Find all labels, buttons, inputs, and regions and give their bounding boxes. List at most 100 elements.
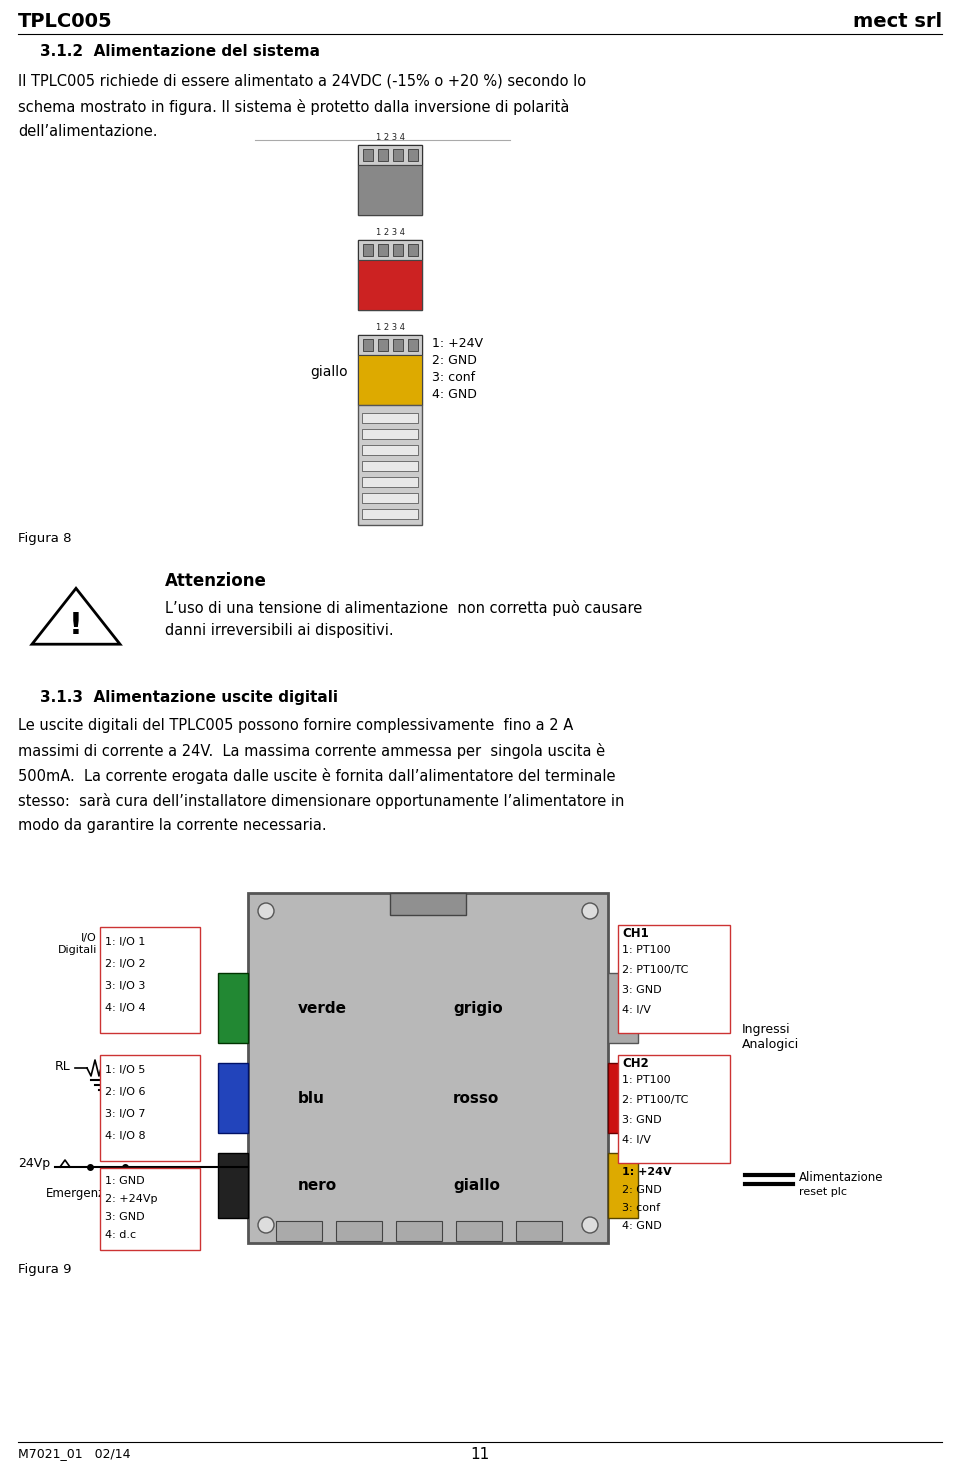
Bar: [362, 429, 418, 439]
Text: 1: I/O 1: 1: I/O 1: [105, 937, 145, 947]
Bar: [218, 1063, 248, 1134]
Bar: [218, 973, 248, 1043]
Text: massimi di corrente a 24V.  La massima corrente ammessa per  singola uscita è: massimi di corrente a 24V. La massima co…: [18, 743, 605, 760]
Bar: [408, 149, 418, 161]
Bar: [358, 355, 422, 405]
Text: rosso: rosso: [453, 1091, 499, 1106]
Bar: [358, 239, 422, 260]
Text: 3: GND: 3: GND: [622, 1114, 661, 1125]
Bar: [393, 338, 403, 350]
Text: 24Vp: 24Vp: [18, 1157, 50, 1171]
Bar: [362, 508, 418, 519]
Bar: [618, 1055, 730, 1163]
Bar: [378, 149, 388, 161]
Bar: [408, 244, 418, 256]
Text: Digitali: Digitali: [58, 944, 97, 955]
Bar: [378, 244, 388, 256]
Text: Ingressi: Ingressi: [742, 1023, 791, 1036]
Text: 2: GND: 2: GND: [622, 1185, 661, 1196]
Bar: [608, 1153, 638, 1218]
Text: modo da garantire la corrente necessaria.: modo da garantire la corrente necessaria…: [18, 817, 326, 834]
Bar: [358, 166, 422, 214]
Bar: [363, 244, 373, 256]
Text: 1 2 3 4: 1 2 3 4: [375, 133, 404, 142]
Bar: [358, 336, 422, 405]
Text: 4: GND: 4: GND: [622, 1221, 661, 1231]
Text: 1 2 3 4: 1 2 3 4: [375, 228, 404, 236]
Text: 1: I/O 5: 1: I/O 5: [105, 1066, 145, 1075]
Text: TPLC005: TPLC005: [18, 12, 112, 31]
Bar: [362, 412, 418, 423]
Text: 4: I/V: 4: I/V: [622, 1135, 651, 1145]
Bar: [363, 338, 373, 350]
Text: nero: nero: [298, 1178, 337, 1193]
Text: Figura 9: Figura 9: [18, 1264, 71, 1276]
Bar: [393, 149, 403, 161]
Bar: [358, 239, 422, 310]
Text: 3: I/O 7: 3: I/O 7: [105, 1108, 146, 1119]
Bar: [358, 260, 422, 310]
Text: blu: blu: [298, 1091, 324, 1106]
Text: verde: verde: [298, 1001, 347, 1015]
Bar: [276, 1221, 322, 1242]
Text: dell’alimentazione.: dell’alimentazione.: [18, 124, 157, 139]
Bar: [362, 445, 418, 455]
Text: !: !: [69, 612, 83, 640]
Text: 2: PT100/TC: 2: PT100/TC: [622, 1095, 688, 1106]
Text: mect srl: mect srl: [852, 12, 942, 31]
Text: 2: PT100/TC: 2: PT100/TC: [622, 965, 688, 975]
Bar: [390, 893, 466, 915]
Text: 2: I/O 2: 2: I/O 2: [105, 959, 146, 970]
Circle shape: [582, 1216, 598, 1233]
Bar: [358, 145, 422, 214]
Text: 4: I/V: 4: I/V: [622, 1005, 651, 1015]
Text: CH1: CH1: [622, 927, 649, 940]
Text: 2: GND: 2: GND: [432, 355, 477, 367]
Text: Le uscite digitali del TPLC005 possono fornire complessivamente  fino a 2 A: Le uscite digitali del TPLC005 possono f…: [18, 718, 573, 733]
Text: 3: conf: 3: conf: [432, 371, 475, 384]
Bar: [393, 244, 403, 256]
Text: 11: 11: [470, 1447, 490, 1462]
Circle shape: [582, 903, 598, 919]
Bar: [608, 973, 638, 1043]
Text: 500mA.  La corrente erogata dalle uscite è fornita dall’alimentatore del termina: 500mA. La corrente erogata dalle uscite …: [18, 769, 615, 783]
Text: 4: I/O 4: 4: I/O 4: [105, 1004, 146, 1012]
Text: giallo: giallo: [310, 365, 348, 378]
Text: 2: +24Vp: 2: +24Vp: [105, 1194, 157, 1205]
Circle shape: [258, 903, 274, 919]
Bar: [358, 336, 422, 355]
Bar: [378, 338, 388, 350]
Text: Emergenza: Emergenza: [46, 1187, 112, 1200]
Text: 1: +24V: 1: +24V: [622, 1168, 672, 1176]
Text: 1: PT100: 1: PT100: [622, 1075, 671, 1085]
Text: 1: PT100: 1: PT100: [622, 944, 671, 955]
Bar: [618, 925, 730, 1033]
Bar: [456, 1221, 502, 1242]
Bar: [248, 893, 608, 1243]
Text: CH2: CH2: [622, 1057, 649, 1070]
Text: 3: I/O 3: 3: I/O 3: [105, 981, 145, 992]
Bar: [363, 149, 373, 161]
Text: danni irreversibili ai dispositivi.: danni irreversibili ai dispositivi.: [165, 624, 394, 638]
Text: RL: RL: [55, 1060, 71, 1073]
Text: 1 2 3 4: 1 2 3 4: [375, 324, 404, 333]
Text: stesso:  sarà cura dell’installatore dimensionare opportunamente l’alimentatore : stesso: sarà cura dell’installatore dime…: [18, 794, 624, 808]
Text: 3: conf: 3: conf: [622, 1203, 660, 1213]
Text: 3.1.3  Alimentazione uscite digitali: 3.1.3 Alimentazione uscite digitali: [40, 690, 338, 705]
Polygon shape: [32, 588, 120, 644]
Text: 3.1.2  Alimentazione del sistema: 3.1.2 Alimentazione del sistema: [40, 44, 320, 59]
Text: schema mostrato in figura. Il sistema è protetto dalla inversione di polarità: schema mostrato in figura. Il sistema è …: [18, 99, 569, 115]
Text: reset plc: reset plc: [799, 1187, 847, 1197]
Text: 3: GND: 3: GND: [105, 1212, 145, 1222]
Bar: [362, 477, 418, 486]
Bar: [358, 405, 422, 525]
Bar: [516, 1221, 562, 1242]
Text: 4: I/O 8: 4: I/O 8: [105, 1131, 146, 1141]
Bar: [408, 338, 418, 350]
Bar: [100, 1168, 200, 1250]
Text: Figura 8: Figura 8: [18, 532, 71, 545]
Text: I/O: I/O: [82, 933, 97, 943]
Text: Attenzione: Attenzione: [165, 572, 267, 590]
Text: 1: +24V: 1: +24V: [432, 337, 483, 350]
Text: 2: I/O 6: 2: I/O 6: [105, 1086, 146, 1097]
